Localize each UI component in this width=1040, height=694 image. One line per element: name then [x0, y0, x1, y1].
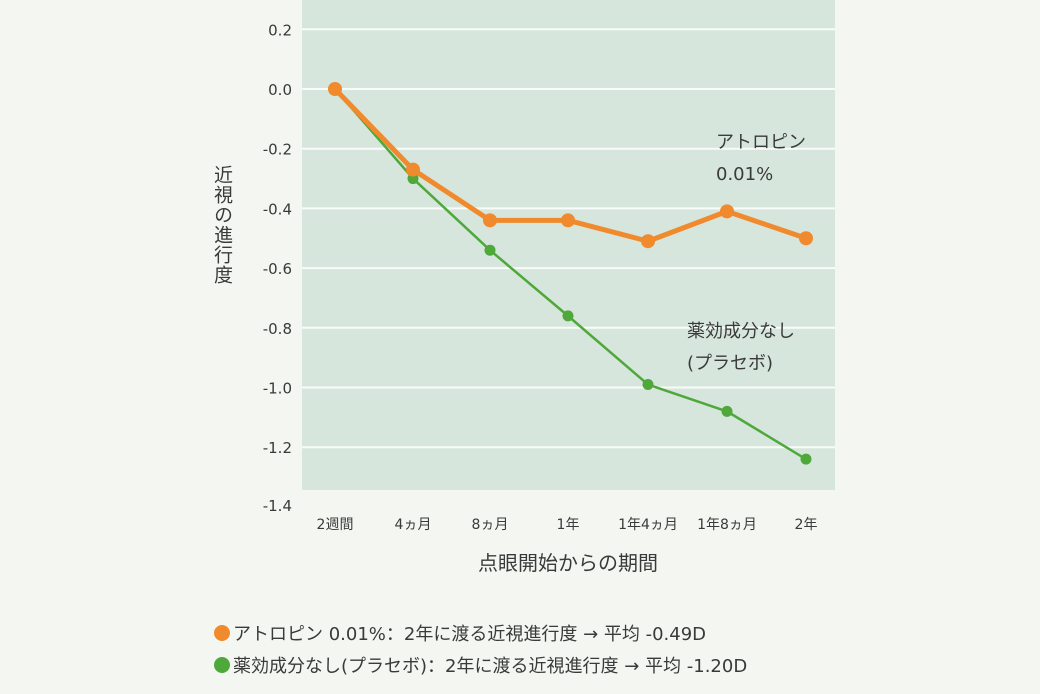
y-axis-label: 近視の進行度 [211, 165, 233, 285]
data-point [562, 310, 574, 322]
x-tick-label: 1年 [557, 517, 580, 533]
x-tick-label: 2週間 [317, 517, 354, 533]
data-point [483, 213, 497, 228]
series-label: 薬効成分なし [687, 321, 795, 342]
y-tick-label: -0.6 [263, 260, 292, 278]
data-point [800, 453, 812, 465]
data-point [721, 405, 733, 417]
x-tick-label: 2年 [795, 517, 818, 533]
series-label: アトロピン [716, 132, 806, 153]
x-axis-label: 点眼開始からの期間 [478, 551, 658, 575]
x-tick-label: 8ヵ月 [472, 517, 509, 533]
y-tick-label: -1.0 [263, 380, 292, 398]
x-tick-label: 1年8ヵ月 [697, 517, 757, 533]
y-tick-label: 0.0 [268, 81, 292, 99]
legend-marker [214, 625, 230, 641]
data-point [484, 244, 496, 256]
data-point [561, 213, 575, 228]
data-point [642, 379, 654, 391]
legend-item: 薬効成分なし(プラセボ)：2年に渡る近視進行度 → 平均 -1.20D [233, 656, 747, 677]
y-tick-label: -0.2 [263, 141, 292, 159]
y-tick-label: -0.8 [263, 320, 292, 338]
data-point [799, 231, 813, 246]
x-tick-label: 1年4ヵ月 [618, 517, 678, 533]
legend-marker [214, 657, 230, 673]
data-point [641, 234, 655, 249]
series-label: (プラセボ) [687, 353, 773, 374]
legend-item: アトロピン 0.01%：2年に渡る近視進行度 → 平均 -0.49D [233, 624, 706, 645]
plot-area [302, 0, 835, 490]
series-label: 0.01% [716, 164, 773, 185]
y-tick-label: -1.2 [263, 439, 292, 457]
x-tick-label: 4ヵ月 [395, 517, 432, 533]
data-point [328, 82, 342, 96]
data-point [406, 162, 420, 177]
y-tick-label: -1.4 [263, 497, 292, 515]
y-tick-label: -0.4 [263, 200, 292, 218]
y-tick-label: 0.2 [268, 21, 292, 39]
data-point [720, 204, 734, 219]
